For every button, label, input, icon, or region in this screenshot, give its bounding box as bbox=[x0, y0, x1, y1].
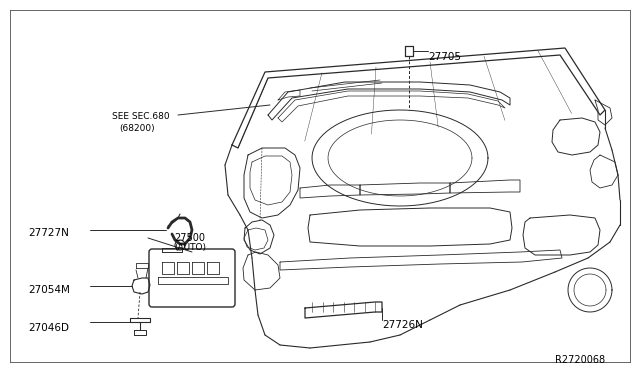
Text: (AUTO): (AUTO) bbox=[174, 243, 206, 252]
Text: 27054M: 27054M bbox=[28, 285, 70, 295]
Text: 27727N: 27727N bbox=[28, 228, 69, 238]
Text: SEE SEC.680: SEE SEC.680 bbox=[112, 112, 170, 121]
Text: 27500: 27500 bbox=[175, 233, 205, 243]
Text: (68200): (68200) bbox=[119, 124, 155, 133]
FancyBboxPatch shape bbox=[149, 249, 235, 307]
Text: 27046D: 27046D bbox=[28, 323, 69, 333]
Text: 27705: 27705 bbox=[428, 52, 461, 62]
Text: 27726N: 27726N bbox=[382, 320, 423, 330]
Text: R2720068: R2720068 bbox=[555, 355, 605, 365]
